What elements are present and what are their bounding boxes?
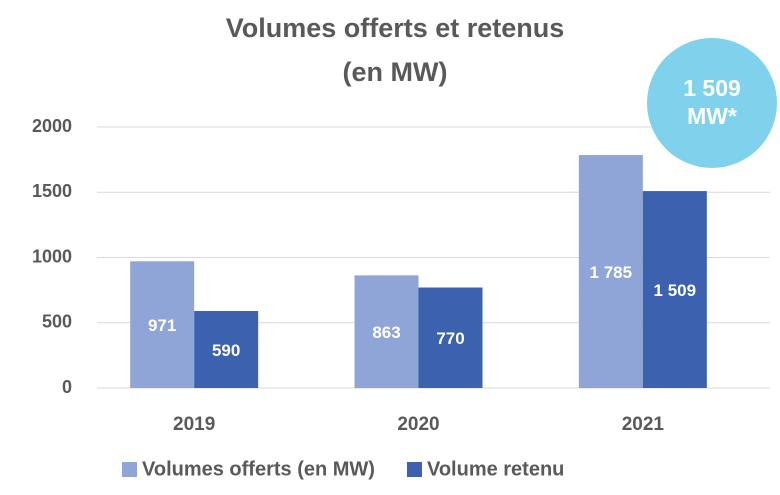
annotation-text: 1 509 xyxy=(683,75,741,101)
legend-swatch xyxy=(122,462,137,477)
bar xyxy=(418,287,483,388)
bar xyxy=(578,155,643,388)
y-tick-label: 1000 xyxy=(32,246,72,266)
x-tick-label: 2020 xyxy=(397,414,439,435)
x-tick-label: 2021 xyxy=(622,414,665,435)
y-tick-label: 500 xyxy=(42,312,72,332)
annotation-bubble xyxy=(647,38,777,168)
value-label: 1 785 xyxy=(590,263,633,282)
legend-label: Volumes offerts (en MW) xyxy=(142,458,375,480)
bar xyxy=(642,191,707,388)
x-tick-label: 2019 xyxy=(173,414,215,435)
value-label: 1 509 xyxy=(654,281,697,300)
bar xyxy=(130,261,195,388)
legend-swatch xyxy=(406,462,422,477)
value-label: 971 xyxy=(148,316,176,335)
chart-title: Volumes offerts et retenus xyxy=(226,13,565,43)
value-label: 590 xyxy=(212,341,240,360)
y-tick-label: 2000 xyxy=(32,116,72,136)
annotation-text: MW* xyxy=(687,103,737,129)
value-label: 770 xyxy=(436,329,464,348)
chart-title: (en MW) xyxy=(343,57,448,87)
bar xyxy=(354,275,419,388)
y-tick-label: 1500 xyxy=(32,181,72,201)
value-label: 863 xyxy=(372,323,400,342)
bar xyxy=(194,311,259,388)
y-tick-label: 0 xyxy=(62,377,72,397)
legend-label: Volume retenu xyxy=(427,458,564,480)
